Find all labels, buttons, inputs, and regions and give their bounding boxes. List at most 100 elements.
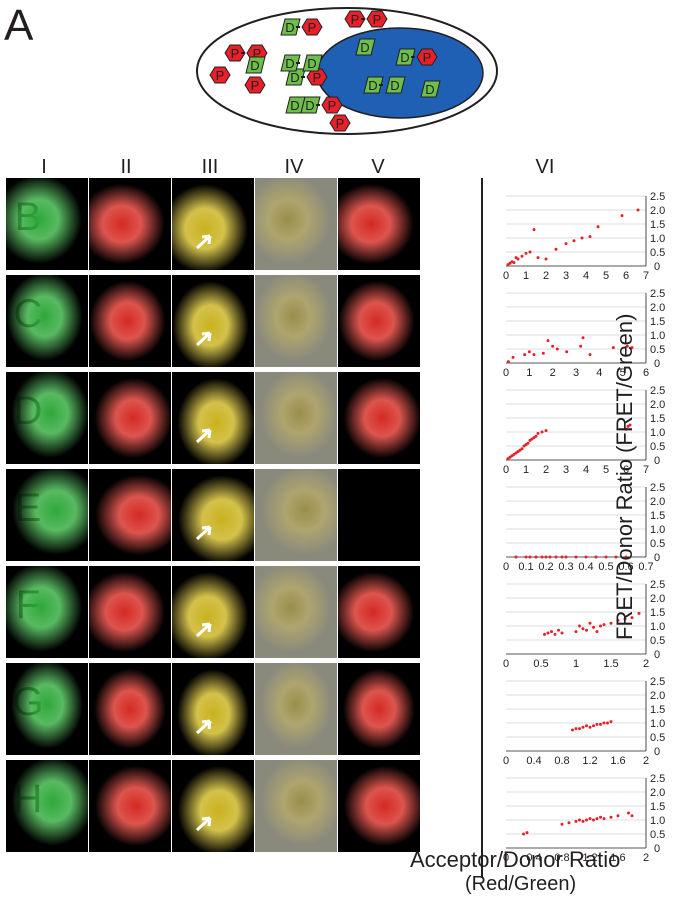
micrograph-r3-c1 — [89, 469, 171, 561]
y-tick-label: 2.0 — [650, 205, 665, 217]
data-point — [526, 441, 530, 445]
col-header-v: V — [371, 156, 385, 178]
data-point — [594, 555, 598, 559]
data-point — [599, 624, 602, 628]
micrograph-r1-c1 — [89, 275, 171, 367]
x-tick-label: 2 — [550, 367, 556, 379]
x-axis-label: Acceptor/Donor Ratio — [410, 847, 621, 872]
scatter-plot-c: 0.5 1.0 1.5 2.0 2.5 0 0 1 2 3 4 5 6 — [503, 288, 665, 379]
data-point — [524, 555, 528, 559]
micrograph-r2-c2 — [172, 372, 254, 464]
chip-label: P — [423, 50, 432, 65]
y-axis-label: FRET/Donor Ratio (FRET/Green) — [612, 313, 637, 640]
data-point — [580, 236, 584, 240]
acceptor-chip — [209, 66, 231, 84]
x-tick-label: 0 — [503, 852, 509, 864]
donor-chip — [302, 54, 323, 72]
x-tick-label: 1.2 — [582, 852, 597, 864]
x-tick-label: 3 — [563, 270, 569, 282]
data-point — [581, 725, 585, 729]
chip-label: P — [308, 20, 317, 35]
data-point — [520, 447, 524, 451]
chip-label: D — [305, 98, 314, 113]
data-point — [571, 728, 574, 732]
data-point — [574, 727, 578, 731]
micrograph-r5-c0 — [6, 663, 88, 755]
y-tick-label: 2.5 — [650, 385, 665, 397]
data-point — [560, 555, 564, 559]
x-tick-label: 0.6 — [618, 561, 633, 573]
data-point — [609, 621, 613, 625]
data-point — [540, 430, 544, 434]
y-tick-label: 2.0 — [650, 302, 665, 314]
data-point — [525, 831, 529, 835]
y-tick-label: 2.5 — [650, 288, 665, 300]
donor-chip — [300, 96, 321, 114]
chip-label: D — [290, 98, 299, 113]
data-point — [630, 616, 634, 620]
panel-label-a: A — [4, 1, 34, 50]
y-tick-label: 0 — [654, 843, 660, 855]
data-point — [541, 351, 545, 355]
chip-label: P — [328, 98, 337, 113]
arrow-icon — [195, 428, 212, 444]
data-point — [560, 822, 564, 826]
donor-chip — [245, 56, 266, 74]
y-tick-label: 2.5 — [650, 482, 665, 494]
molecule-10: P — [329, 114, 351, 132]
data-point — [592, 818, 595, 822]
donor-chip — [395, 48, 416, 66]
molecule-4: P — [244, 76, 266, 94]
micrograph-r4-c1 — [89, 566, 171, 658]
data-point — [516, 257, 520, 261]
x-tick-label: 0 — [503, 270, 509, 282]
micrograph-r0-c1 — [89, 178, 171, 270]
data-point — [625, 344, 629, 348]
y-tick-label: 1.0 — [650, 330, 665, 342]
data-point — [520, 254, 524, 258]
micrograph-r6-c0 — [6, 760, 88, 852]
y-tick-label: 1.0 — [650, 718, 665, 730]
x-tick-label: 2 — [543, 270, 549, 282]
data-point — [611, 346, 615, 350]
data-point — [506, 360, 510, 364]
micrograph-r1-c3 — [255, 275, 337, 367]
data-point — [567, 821, 571, 825]
data-point — [540, 555, 544, 559]
y-tick-label: 1.5 — [650, 801, 665, 813]
chip-label: P — [351, 12, 360, 27]
data-point — [592, 625, 595, 629]
chip-label: D — [425, 82, 434, 97]
donor-chip — [363, 76, 384, 94]
molecule-5: D — [245, 56, 266, 74]
data-point — [536, 431, 540, 435]
data-point — [555, 347, 559, 351]
arrow-icon — [195, 331, 212, 347]
micrograph-r1-c2 — [172, 275, 254, 367]
data-point — [609, 815, 613, 819]
data-point — [546, 631, 550, 635]
arrow-icon — [195, 234, 212, 250]
data-point — [636, 208, 640, 212]
micrograph-r2-c1 — [89, 372, 171, 464]
micrograph-r5-c2 — [172, 663, 254, 755]
data-point — [543, 632, 546, 636]
donor-chip — [355, 38, 376, 56]
x-tick-label: 0 — [503, 464, 509, 476]
col-header-iii: III — [201, 156, 219, 178]
x-tick-label: 1.2 — [582, 755, 597, 767]
chip-label: D — [290, 70, 299, 85]
x-tick-label: 7 — [643, 464, 649, 476]
micrograph-r6-c2 — [172, 760, 254, 852]
x-tick-label: 2 — [543, 464, 549, 476]
x-tick-label: 0.4 — [578, 561, 593, 573]
x-tick-label: 1 — [526, 367, 532, 379]
chip-label: P — [313, 70, 322, 85]
chip-label: D — [307, 56, 316, 71]
acceptor-chip — [301, 18, 323, 36]
data-point — [532, 228, 536, 232]
x-tick-label: 1 — [573, 658, 579, 670]
y-tick-label: 2.0 — [650, 399, 665, 411]
